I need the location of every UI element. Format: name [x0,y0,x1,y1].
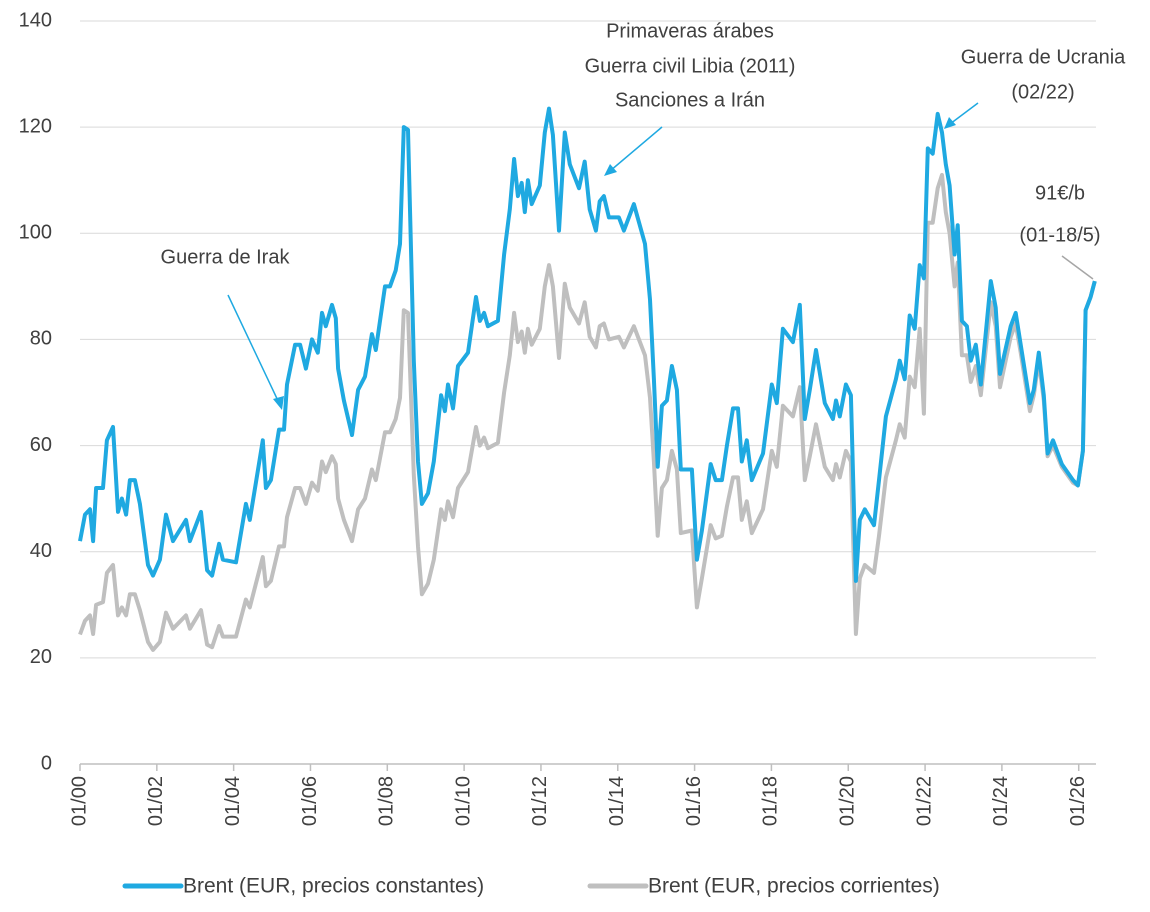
x-tick-label: 01/22 [913,776,935,826]
x-tick-label: 01/18 [760,776,782,826]
annotation: (02/22) [1011,81,1074,103]
x-tick-label: 01/10 [452,776,474,826]
annotation-arrow [609,126,663,172]
series-line [78,106,1097,583]
legend-label: Brent (EUR, precios corrientes) [648,875,940,898]
legend-item: Brent (EUR, precios corrientes) [587,875,940,898]
x-tick-label: 01/20 [837,776,859,826]
y-tick-label: 0 [41,752,52,774]
x-tick-label: 01/24 [990,776,1012,826]
x-tick-label: 01/16 [683,776,705,826]
x-tick-label: 01/00 [68,776,90,826]
y-tick-label: 80 [30,328,52,350]
arrow-head [273,396,284,410]
annotation: Sanciones a Irán [615,89,765,111]
annotation-line [1061,255,1094,280]
annotation: Primaveras árabes [606,20,774,42]
y-tick-label: 100 [19,222,52,244]
legend-label: Brent (EUR, precios constantes) [183,875,484,898]
annotation-arrow [227,294,281,406]
y-tick-label: 60 [30,434,52,456]
annotation: Guerra de Irak [161,246,291,268]
x-tick-label: 01/04 [222,776,244,826]
y-tick-label: 20 [30,646,52,668]
annotation: Guerra de Ucrania [961,46,1126,68]
annotation-arrow [949,102,979,125]
x-tick-label: 01/08 [376,776,398,826]
x-tick-label: 01/02 [145,776,167,826]
arrow-head [604,164,617,176]
y-tick-label: 140 [19,9,52,31]
plot: 0 20 40 60 80 100 120 140 01/00 01/02 01/04 01/06 01… [19,9,1097,898]
legend-item: Brent (EUR, precios constantes) [122,875,484,898]
y-tick-label: 120 [19,115,52,137]
arrow-head [944,117,956,129]
x-tick-label: 01/06 [299,776,321,826]
x-tick-label: 01/14 [606,776,628,826]
y-tick-label: 40 [30,540,52,562]
annotation: (01-18/5) [1019,224,1100,246]
x-tick-label: 01/12 [529,776,551,826]
annotation: 91€/b [1035,182,1085,204]
x-tick-label: 01/26 [1067,776,1089,826]
annotations: Guerra de Irak Primaveras árabes Guerra … [161,20,1126,410]
series-line [78,172,1097,652]
annotation: Guerra civil Libia (2011) [585,55,796,77]
